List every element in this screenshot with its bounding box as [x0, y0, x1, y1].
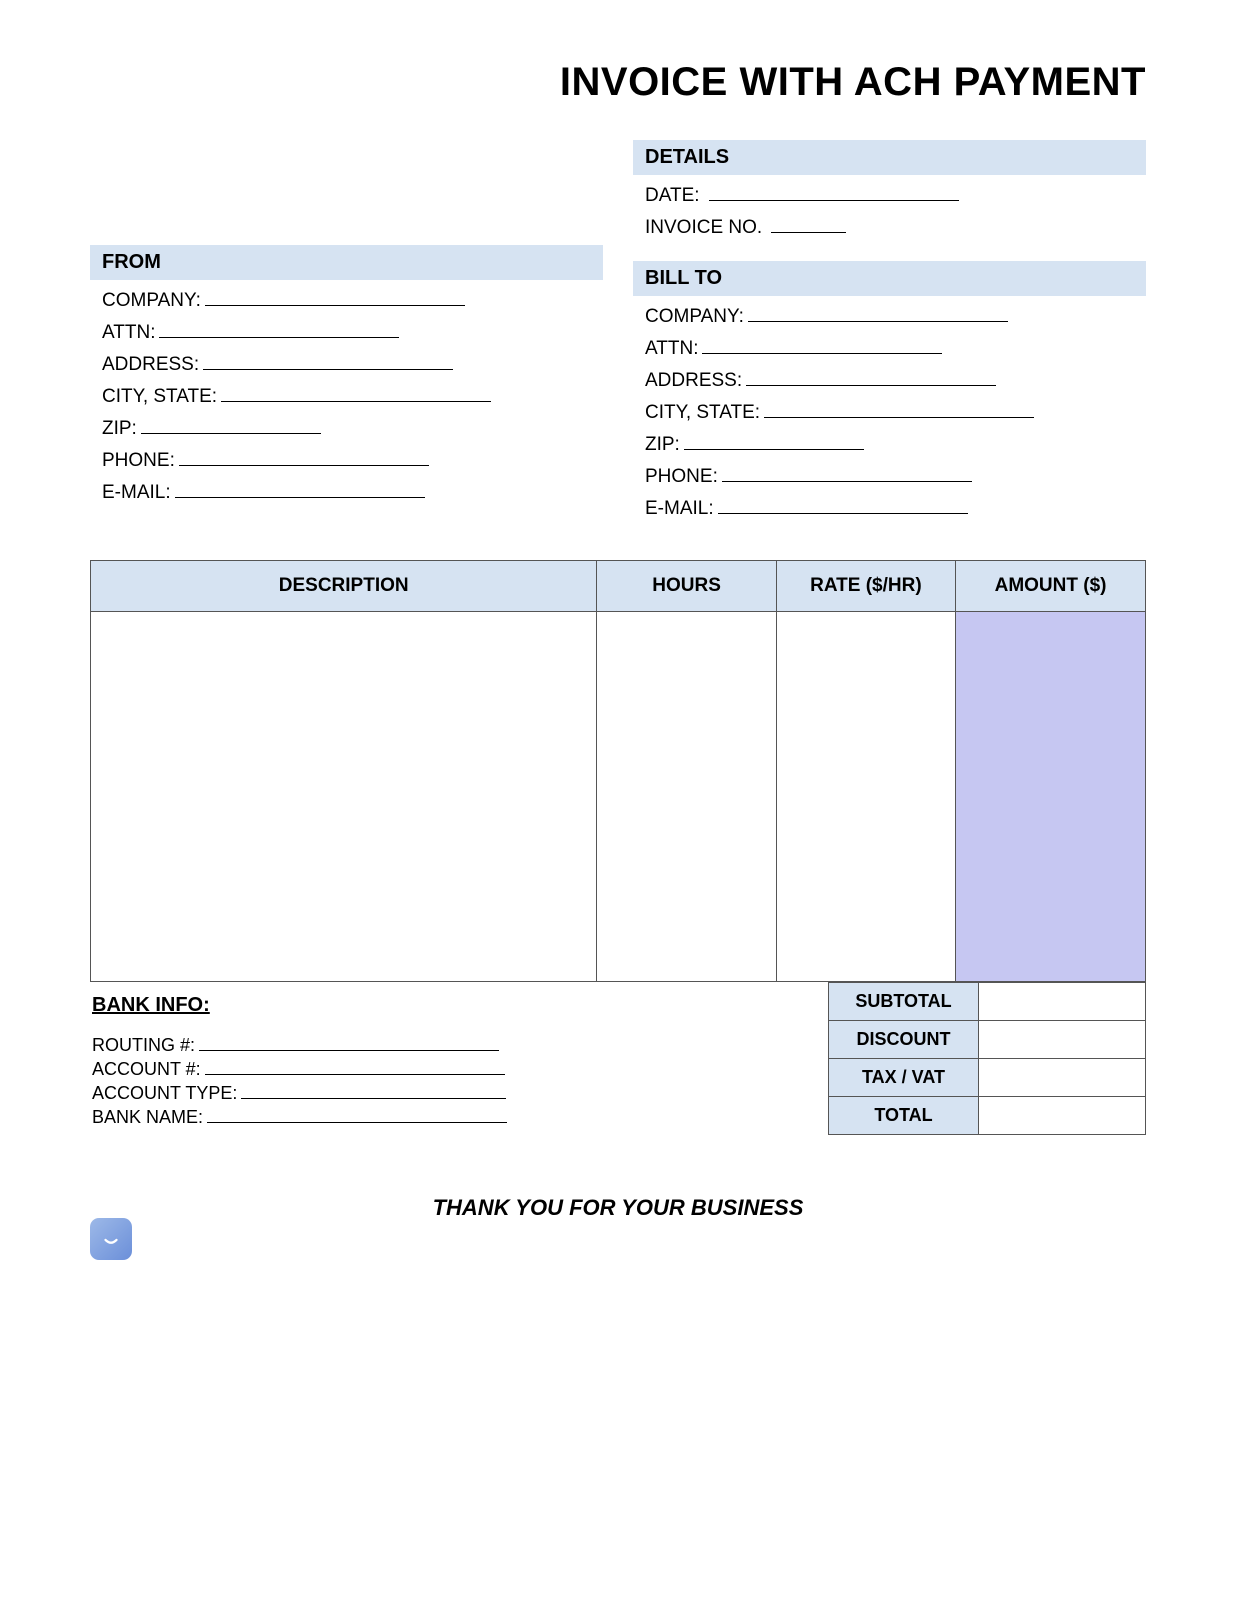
- field-row[interactable]: E-MAIL:: [633, 498, 1146, 520]
- field-line[interactable]: [748, 308, 1008, 322]
- line-items-table: DESCRIPTION HOURS RATE ($/HR) AMOUNT ($): [90, 560, 1146, 982]
- totals-row: TOTAL: [829, 1097, 1146, 1135]
- field-line[interactable]: [241, 1085, 506, 1099]
- field-label: E-MAIL:: [102, 482, 171, 503]
- cell-rate[interactable]: [776, 612, 955, 982]
- bank-title: BANK INFO:: [92, 994, 828, 1017]
- field-line[interactable]: [179, 452, 429, 466]
- right-column: DETAILS DATE: INVOICE NO. BILL TO COMPAN…: [633, 140, 1146, 530]
- field-row[interactable]: CITY, STATE:: [90, 386, 603, 408]
- top-section: FROM COMPANY: ATTN: ADDRESS: CITY, STATE: ZI…: [90, 140, 1146, 530]
- field-line[interactable]: [764, 404, 1034, 418]
- field-line[interactable]: [746, 372, 996, 386]
- field-row[interactable]: ACCOUNT TYPE:: [92, 1083, 828, 1104]
- totals-row: SUBTOTAL: [829, 983, 1146, 1021]
- billto-header: BILL TO: [633, 261, 1146, 296]
- field-row[interactable]: BANK NAME:: [92, 1107, 828, 1128]
- invno-line[interactable]: [771, 219, 846, 233]
- from-column: FROM COMPANY: ATTN: ADDRESS: CITY, STATE: ZI…: [90, 140, 603, 530]
- field-row[interactable]: E-MAIL:: [90, 482, 603, 504]
- field-row[interactable]: ADDRESS:: [633, 370, 1146, 392]
- field-label: ACCOUNT TYPE:: [92, 1083, 237, 1103]
- totals-label: TOTAL: [829, 1097, 979, 1135]
- field-label: ATTN:: [645, 338, 698, 359]
- table-row[interactable]: [91, 612, 1146, 982]
- cell-description[interactable]: [91, 612, 597, 982]
- field-line[interactable]: [175, 484, 425, 498]
- totals-row: TAX / VAT: [829, 1059, 1146, 1097]
- totals-label: SUBTOTAL: [829, 983, 979, 1021]
- field-row[interactable]: ZIP:: [90, 418, 603, 440]
- col-rate: RATE ($/HR): [776, 561, 955, 612]
- bottom-section: BANK INFO: ROUTING #: ACCOUNT #: ACCOUNT T…: [90, 982, 1146, 1135]
- totals-label: DISCOUNT: [829, 1021, 979, 1059]
- details-header: DETAILS: [633, 140, 1146, 175]
- field-row[interactable]: ROUTING #:: [92, 1035, 828, 1056]
- field-line[interactable]: [702, 340, 942, 354]
- bank-info: BANK INFO: ROUTING #: ACCOUNT #: ACCOUNT T…: [90, 982, 828, 1135]
- field-row[interactable]: COMPANY:: [90, 290, 603, 312]
- totals-value[interactable]: [979, 1097, 1146, 1135]
- field-row[interactable]: PHONE:: [90, 450, 603, 472]
- totals-value[interactable]: [979, 1059, 1146, 1097]
- field-label: PHONE:: [102, 450, 175, 471]
- field-label: COMPANY:: [645, 306, 744, 327]
- field-row[interactable]: ACCOUNT #:: [92, 1059, 828, 1080]
- field-row[interactable]: ZIP:: [633, 434, 1146, 456]
- date-field[interactable]: DATE:: [633, 185, 1146, 207]
- field-row[interactable]: PHONE:: [633, 466, 1146, 488]
- totals-label: TAX / VAT: [829, 1059, 979, 1097]
- field-label: E-MAIL:: [645, 498, 714, 519]
- field-row[interactable]: COMPANY:: [633, 306, 1146, 328]
- field-row[interactable]: ADDRESS:: [90, 354, 603, 376]
- totals-value[interactable]: [979, 983, 1146, 1021]
- totals-value[interactable]: [979, 1021, 1146, 1059]
- field-label: COMPANY:: [102, 290, 201, 311]
- field-line[interactable]: [207, 1109, 507, 1123]
- field-label: ADDRESS:: [645, 370, 742, 391]
- field-label: CITY, STATE:: [102, 386, 217, 407]
- field-label: ACCOUNT #:: [92, 1059, 201, 1079]
- field-label: ZIP:: [102, 418, 137, 439]
- cell-hours[interactable]: [597, 612, 776, 982]
- totals-table: SUBTOTALDISCOUNTTAX / VATTOTAL: [828, 982, 1146, 1135]
- field-line[interactable]: [205, 292, 465, 306]
- field-line[interactable]: [221, 388, 491, 402]
- date-line[interactable]: [709, 187, 959, 201]
- col-hours: HOURS: [597, 561, 776, 612]
- invoice-title: INVOICE WITH ACH PAYMENT: [90, 60, 1146, 105]
- field-row[interactable]: ATTN:: [90, 322, 603, 344]
- field-row[interactable]: ATTN:: [633, 338, 1146, 360]
- field-line[interactable]: [141, 420, 321, 434]
- invno-field[interactable]: INVOICE NO.: [633, 217, 1146, 239]
- app-icon: [90, 1218, 132, 1260]
- field-line[interactable]: [199, 1037, 499, 1051]
- totals-row: DISCOUNT: [829, 1021, 1146, 1059]
- field-line[interactable]: [684, 436, 864, 450]
- date-label: DATE:: [645, 185, 700, 206]
- field-line[interactable]: [722, 468, 972, 482]
- cell-amount[interactable]: [956, 612, 1146, 982]
- field-label: PHONE:: [645, 466, 718, 487]
- col-description: DESCRIPTION: [91, 561, 597, 612]
- thank-you-text: THANK YOU FOR YOUR BUSINESS: [90, 1195, 1146, 1221]
- col-amount: AMOUNT ($): [956, 561, 1146, 612]
- field-label: ZIP:: [645, 434, 680, 455]
- field-label: ADDRESS:: [102, 354, 199, 375]
- field-label: ATTN:: [102, 322, 155, 343]
- field-line[interactable]: [159, 324, 399, 338]
- field-line[interactable]: [205, 1061, 505, 1075]
- field-row[interactable]: CITY, STATE:: [633, 402, 1146, 424]
- field-label: BANK NAME:: [92, 1107, 203, 1127]
- field-label: CITY, STATE:: [645, 402, 760, 423]
- invno-label: INVOICE NO.: [645, 217, 762, 238]
- field-label: ROUTING #:: [92, 1035, 195, 1055]
- from-header: FROM: [90, 245, 603, 280]
- field-line[interactable]: [203, 356, 453, 370]
- field-line[interactable]: [718, 500, 968, 514]
